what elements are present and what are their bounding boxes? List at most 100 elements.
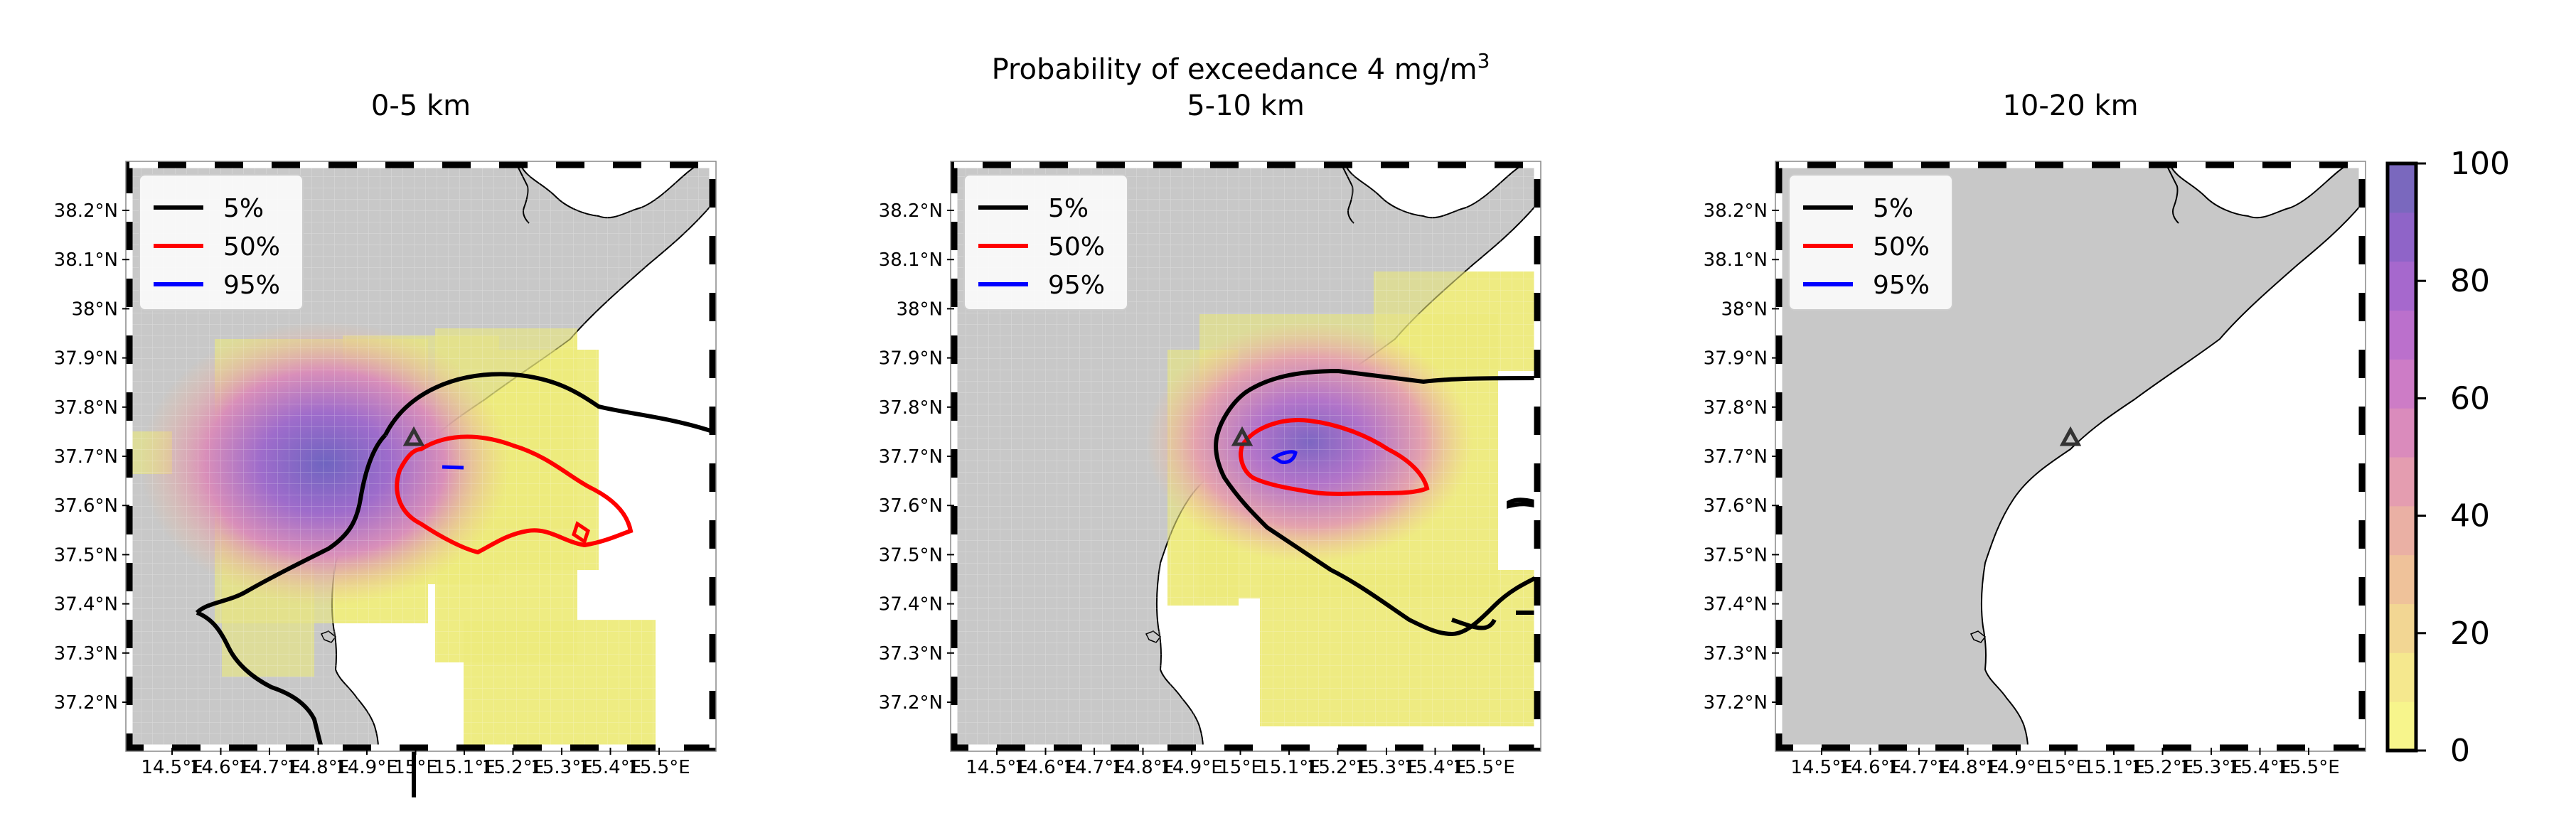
- colorbar-tick-label: 100: [2450, 146, 2510, 182]
- legend-label: 50%: [223, 232, 280, 262]
- lat-tick-label: 37.3°N: [54, 643, 118, 665]
- colorbar-segment: [2388, 457, 2416, 507]
- lon-tick-label: 15.4°E: [1404, 757, 1466, 778]
- lon-tick-label: 14.6°E: [190, 757, 252, 778]
- map-frame-dash: [951, 161, 1541, 751]
- map-panel: 38.2°N 38.1°N 38°N 37.9°N 37.8°N 37.7°N 37.6°N…: [54, 90, 717, 797]
- panel-title: 0-5 km: [371, 90, 471, 122]
- lon-tick-label: 14.6°E: [1015, 757, 1076, 778]
- lat-tick-label: 37.8°N: [879, 397, 943, 419]
- lon-tick-label: 14.8°E: [1112, 757, 1174, 778]
- contour-5-percent: [195, 433, 388, 615]
- lat-tick-label: 37.7°N: [54, 446, 118, 468]
- coastline: [2166, 164, 2179, 224]
- lat-tick-label: 37.6°N: [54, 495, 118, 517]
- contour-50-percent: [572, 521, 590, 544]
- lat-tick-label: 37.8°N: [54, 397, 118, 419]
- lon-tick-label: 15.3°E: [2180, 757, 2242, 778]
- legend: 5% 50% 95%: [963, 174, 1128, 311]
- lat-tick-label: 37.9°N: [1704, 348, 1768, 370]
- colorbar-tick-label: 40: [2450, 498, 2490, 534]
- lon-tick-label: 15.5°E: [628, 757, 690, 778]
- colorbar-segment: [2388, 652, 2416, 702]
- lon-tick-label: 14.5°E: [966, 757, 1027, 778]
- contour-95-percent: [442, 465, 464, 470]
- lat-tick-label: 38.1°N: [879, 249, 943, 271]
- colorbar-segment: [2388, 701, 2416, 751]
- lat-tick-label: 37.7°N: [1704, 446, 1768, 468]
- legend-label: 95%: [223, 271, 280, 300]
- lat-tick-label: 38°N: [1721, 299, 1768, 320]
- colorbar-segment: [2388, 408, 2416, 458]
- contour-5-percent: [383, 372, 713, 436]
- map-frame-dash: [126, 161, 716, 751]
- lon-tick-label: 15°E: [393, 757, 438, 778]
- lat-tick-label: 38.2°N: [879, 200, 943, 222]
- colorbar-tick-label: 80: [2450, 263, 2490, 299]
- lon-tick-label: 14.7°E: [238, 757, 300, 778]
- lon-tick-label: 14.5°E: [1790, 757, 1852, 778]
- colorbar-segment: [2388, 554, 2416, 604]
- lon-tick-label: 14.8°E: [1937, 757, 1999, 778]
- lat-tick-label: 37.4°N: [1704, 594, 1768, 615]
- legend-label: 95%: [1048, 271, 1105, 300]
- lat-tick-label: 37.2°N: [54, 692, 118, 714]
- contour-5-percent: [1451, 618, 1497, 630]
- lat-tick-label: 37.6°N: [879, 495, 943, 517]
- panels-group: 38.2°N 38.1°N 38°N 37.9°N 37.8°N 37.7°N 37.6°N…: [54, 90, 2366, 797]
- lon-tick-label: 15.5°E: [1453, 757, 1514, 778]
- lon-tick-label: 14.7°E: [1063, 757, 1125, 778]
- lon-tick-label: 15.3°E: [530, 757, 592, 778]
- legend-label: 50%: [1048, 232, 1105, 262]
- contour-50-percent: [1239, 418, 1430, 496]
- lat-tick-label: 37.3°N: [879, 643, 943, 665]
- lat-tick-label: 37.2°N: [879, 692, 943, 714]
- lat-tick-label: 38.1°N: [54, 249, 118, 271]
- colorbar-tick-label: 0: [2450, 733, 2470, 769]
- lat-tick-label: 38°N: [71, 299, 118, 320]
- lat-tick-label: 37.5°N: [54, 544, 118, 566]
- legend-label: 95%: [1873, 271, 1930, 300]
- lon-tick-label: 15°E: [2043, 757, 2088, 778]
- lat-tick-label: 38°N: [896, 299, 943, 320]
- lon-tick-label: 14.7°E: [1888, 757, 1950, 778]
- lon-tick-label: 15.2°E: [1307, 757, 1369, 778]
- colorbar-frame: [2385, 161, 2418, 753]
- lat-tick-label: 37.7°N: [879, 446, 943, 468]
- lon-tick-label: 15.4°E: [2229, 757, 2291, 778]
- contour-5-percent: [1507, 498, 1538, 509]
- lat-tick-label: 37.2°N: [1704, 692, 1768, 714]
- map-panel: 38.2°N 38.1°N 38°N 37.9°N 37.8°N 37.7°N 37.6°N…: [879, 90, 1541, 778]
- colorbar-segment: [2388, 212, 2416, 262]
- lon-tick-label: 15.1°E: [2083, 757, 2144, 778]
- vent-triangle-icon: [2059, 426, 2082, 446]
- lat-tick-label: 37.8°N: [1704, 397, 1768, 419]
- lat-tick-label: 38.1°N: [1704, 249, 1768, 271]
- colorbar-segment: [2388, 310, 2416, 360]
- colorbar: 100 80 60 40 20 0: [2385, 146, 2510, 769]
- legend-label: 5%: [1873, 194, 1913, 223]
- map-panel: 38.2°N 38.1°N 38°N 37.9°N 37.8°N 37.7°N 37.6°N…: [1704, 90, 2366, 778]
- map-frame-dash: [1775, 161, 2366, 751]
- colorbar-segment: [2388, 261, 2416, 311]
- colorbar-segment: [2388, 505, 2416, 556]
- lon-tick-label: 14.8°E: [287, 757, 349, 778]
- lon-tick-label: 14.9°E: [1985, 757, 2047, 778]
- contour-50-percent: [395, 434, 634, 555]
- colorbar-tick-label: 20: [2450, 615, 2490, 652]
- lat-tick-label: 37.5°N: [879, 544, 943, 566]
- legend: 5% 50% 95%: [139, 174, 304, 311]
- lat-tick-label: 37.4°N: [879, 594, 943, 615]
- lat-tick-label: 37.9°N: [879, 348, 943, 370]
- lat-tick-label: 37.9°N: [54, 348, 118, 370]
- lat-tick-label: 38.2°N: [1704, 200, 1768, 222]
- legend-label: 50%: [1873, 232, 1930, 262]
- lon-tick-label: 15.1°E: [433, 757, 495, 778]
- colorbar-segment: [2388, 603, 2416, 653]
- lon-tick-label: 15.2°E: [482, 757, 544, 778]
- lon-tick-label: 15°E: [1218, 757, 1263, 778]
- colorbar-tick-label: 60: [2450, 380, 2490, 416]
- contour-5-percent: [1214, 368, 1539, 637]
- legend: 5% 50% 95%: [1788, 174, 1953, 311]
